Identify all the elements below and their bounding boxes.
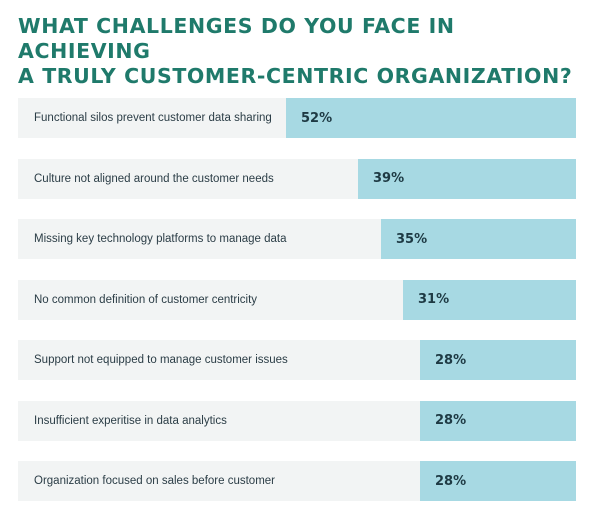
bar (358, 158, 576, 199)
value-label: 28% (435, 413, 467, 428)
value-label: 35% (396, 231, 428, 247)
category-label: Functional silos prevent customer data s… (34, 112, 272, 124)
chart-title-line-2: A TRULY CUSTOMER-CENTRIC ORGANIZATION? (18, 64, 573, 88)
bar (286, 98, 576, 138)
value-label: 28% (435, 352, 467, 368)
chart-title-line-1: WHAT CHALLENGES DO YOU FACE IN ACHIEVING (18, 14, 455, 63)
bar-row: Functional silos prevent customer data s… (18, 98, 576, 138)
category-label: Support not equipped to manage customer … (34, 354, 288, 366)
bar-row: Organization focused on sales before cus… (18, 461, 576, 501)
bar-row: Insufficient experitise in data analytic… (18, 400, 576, 441)
category-label: Missing key technology platforms to mana… (34, 233, 287, 245)
category-label: No common definition of customer centric… (34, 293, 258, 306)
value-label: 39% (373, 171, 405, 186)
chart-title: WHAT CHALLENGES DO YOU FACE IN ACHIEVING… (18, 14, 588, 89)
bar-row: Support not equipped to manage customer … (18, 340, 576, 380)
category-label: Insufficient experitise in data analytic… (34, 414, 227, 427)
bar (403, 279, 576, 320)
bar-row: Missing key technology platforms to mana… (18, 219, 576, 259)
bar (420, 461, 576, 501)
category-label: Organization focused on sales before cus… (34, 475, 275, 487)
category-label: Culture not aligned around the customer … (34, 172, 274, 185)
bar-row: No common definition of customer centric… (18, 279, 576, 320)
value-label: 31% (418, 292, 450, 307)
value-label: 52% (301, 110, 333, 126)
bar-row: Culture not aligned around the customer … (18, 158, 576, 199)
bar (420, 340, 576, 380)
value-label: 28% (435, 473, 467, 489)
bar (381, 219, 576, 259)
bar (420, 400, 576, 441)
